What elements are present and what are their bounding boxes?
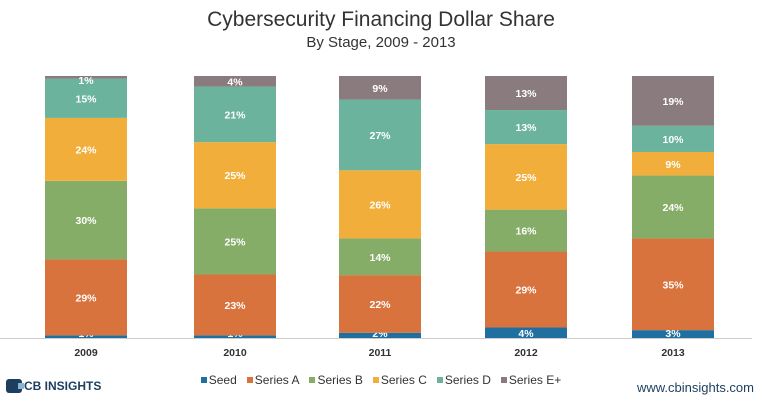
cb-insights-logo: CB INSIGHTS [6,379,101,393]
legend-swatch [436,377,443,383]
data-label: 23% [224,300,246,312]
data-label: 25% [224,170,246,182]
data-label: 35% [662,279,684,291]
data-label: 10% [662,134,684,146]
data-label: 24% [75,144,97,156]
legend-label: Series A [254,373,300,387]
chart-subtitle: By Stage, 2009 - 2013 [306,34,456,51]
legend-item: Series E+ [500,373,562,387]
bar-segment [339,76,421,100]
legend-item: Series A [246,373,300,387]
bar-segment [485,209,567,252]
legend-label: Series C [380,373,427,387]
data-label: 30% [75,215,97,227]
chart-title: Cybersecurity Financing Dollar Share [207,8,555,31]
legend-label: Seed [208,373,237,387]
data-label: 22% [369,299,391,311]
bar-segment [632,151,714,176]
bar-segment [45,76,127,79]
data-label: 25% [224,236,246,248]
bar-segment [485,251,567,328]
bar-segment [194,142,276,209]
legend-item: Series D [436,373,491,387]
data-label: 13% [515,122,537,134]
data-label: 21% [224,109,246,121]
data-label: 14% [369,252,391,264]
legend-label: Series D [444,373,491,387]
data-label: 29% [75,292,97,304]
data-label: 26% [369,199,391,211]
data-label: 4% [518,328,534,340]
bar-segment [339,238,421,276]
data-label: 15% [75,93,97,105]
legend-item: Series B [309,373,363,387]
legend-item: Series C [372,373,427,387]
x-tick-label: 2010 [223,347,247,359]
x-tick-label: 2009 [74,347,98,359]
logo-icon [6,379,24,393]
legend-swatch [309,377,316,383]
legend-item: Seed [200,373,237,387]
bar-segment [632,125,714,152]
logo-text: CB INSIGHTS [24,379,102,393]
legend-swatch [200,377,207,383]
bar-segment [194,86,276,143]
bar-segment [45,180,127,260]
bar-segment [194,208,276,275]
bar-segment [339,275,421,333]
data-label: 13% [515,88,537,100]
bar-segment [339,332,421,338]
bar-segment [194,76,276,87]
bar-segment [45,335,127,338]
bar-segment [45,117,127,181]
bar-segment [632,238,714,331]
bar-segment [485,76,567,111]
x-tick-label: 2011 [369,347,392,359]
bar-segment [339,170,421,239]
website-url: www.cbinsights.com [636,380,754,395]
x-tick-label: 2013 [661,347,685,359]
bar-segment [339,99,421,171]
legend: Seed Series A Series B Series C Series D Seri… [0,373,762,387]
legend-label: Series E+ [508,373,562,387]
data-label: 9% [372,83,388,95]
bar-segment [45,259,127,336]
bar-segment [45,78,127,118]
bar-segment [194,335,276,338]
data-label: 3% [665,328,681,340]
legend-label: Series B [317,373,363,387]
legend-swatch [246,377,253,383]
data-label: 1% [78,75,94,87]
legend-swatch [500,377,507,383]
x-tick-label: 2012 [514,347,538,359]
data-label: 16% [515,226,537,238]
legend-swatch [372,377,379,383]
data-label: 24% [662,202,684,214]
bar-segment [632,330,714,338]
data-label: 9% [665,159,681,171]
bar-segment [632,76,714,126]
bar-segment [485,327,567,338]
data-label: 29% [515,285,537,297]
bar-segment [632,175,714,239]
bar-segment [485,110,567,145]
data-label: 4% [227,76,243,88]
data-label: 27% [369,130,391,142]
bar-segment [194,274,276,336]
data-label: 25% [515,172,537,184]
bar-segment [485,144,567,210]
data-label: 19% [662,96,684,108]
